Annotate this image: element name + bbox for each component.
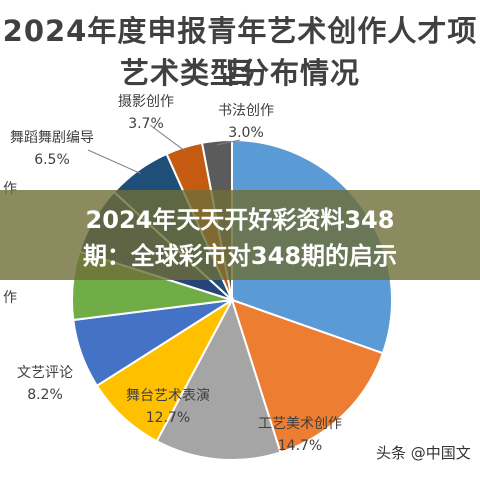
pie-slice: [155, 297, 282, 462]
leader-line: [149, 124, 186, 152]
slice-labels: 工艺美术创作14.7%舞台艺术表演12.7%文艺评论8.2%作作舞蹈舞剧编导6.…: [3, 94, 342, 454]
headline-line-1: 2024年天天开好彩资料348: [85, 206, 395, 234]
slice-label: 舞台艺术表演: [126, 388, 210, 404]
leader-lines: [87, 124, 241, 174]
slice-label: 作: [3, 290, 17, 306]
chart-title: 2024年度申报青年艺术创作人才项目: [2, 14, 478, 90]
slice-value-label: 8.2%: [27, 387, 63, 403]
leader-line: [87, 149, 141, 174]
headline-line-2: 期：全球彩市对348期的启示: [82, 242, 398, 270]
leader-line: [217, 139, 241, 146]
slice-value-label: 3.7%: [128, 116, 164, 132]
slice-label: 摄影创作: [118, 94, 174, 110]
pie-slice: [230, 298, 385, 454]
pie-slices: [70, 138, 393, 462]
slice-value-label: 12.7%: [146, 410, 190, 426]
watermark: 头条 @中国文: [376, 444, 471, 462]
chart-subtitle: 艺术类型分布情况: [119, 56, 360, 90]
slice-label: 书法创作: [218, 103, 274, 119]
slice-value-label: 6.5%: [34, 152, 70, 168]
headline-banner: [0, 190, 480, 280]
slice-value-label: 14.7%: [278, 438, 322, 454]
slice-value-label: 3.0%: [228, 125, 264, 141]
slice-label: 工艺美术创作: [258, 416, 342, 432]
slice-label: 文艺评论: [17, 365, 73, 381]
slice-label: 舞蹈舞剧编导: [10, 130, 94, 146]
